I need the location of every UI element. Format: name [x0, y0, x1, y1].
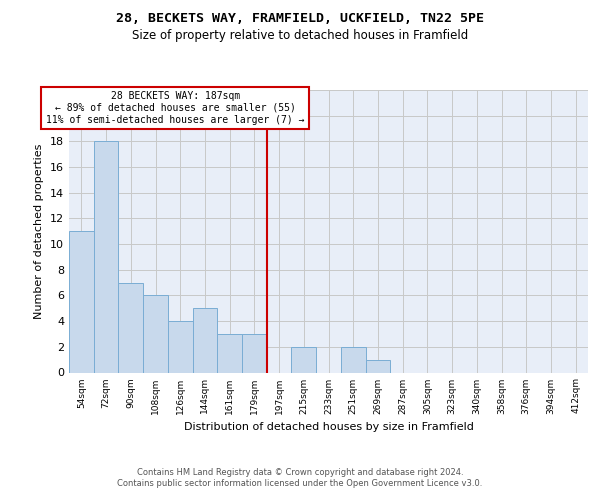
Text: Size of property relative to detached houses in Framfield: Size of property relative to detached ho… — [132, 29, 468, 42]
Bar — [94, 142, 118, 372]
Bar — [292, 347, 316, 372]
Bar — [168, 321, 193, 372]
Bar — [242, 334, 267, 372]
Text: 28, BECKETS WAY, FRAMFIELD, UCKFIELD, TN22 5PE: 28, BECKETS WAY, FRAMFIELD, UCKFIELD, TN… — [116, 12, 484, 26]
Bar — [118, 282, 143, 372]
Y-axis label: Number of detached properties: Number of detached properties — [34, 144, 44, 319]
X-axis label: Distribution of detached houses by size in Framfield: Distribution of detached houses by size … — [184, 422, 473, 432]
Bar — [217, 334, 242, 372]
Bar — [193, 308, 217, 372]
Bar — [341, 347, 365, 372]
Bar — [143, 296, 168, 372]
Bar — [69, 231, 94, 372]
Text: Contains HM Land Registry data © Crown copyright and database right 2024.
Contai: Contains HM Land Registry data © Crown c… — [118, 468, 482, 487]
Text: 28 BECKETS WAY: 187sqm
← 89% of detached houses are smaller (55)
11% of semi-det: 28 BECKETS WAY: 187sqm ← 89% of detached… — [46, 92, 305, 124]
Bar — [365, 360, 390, 372]
